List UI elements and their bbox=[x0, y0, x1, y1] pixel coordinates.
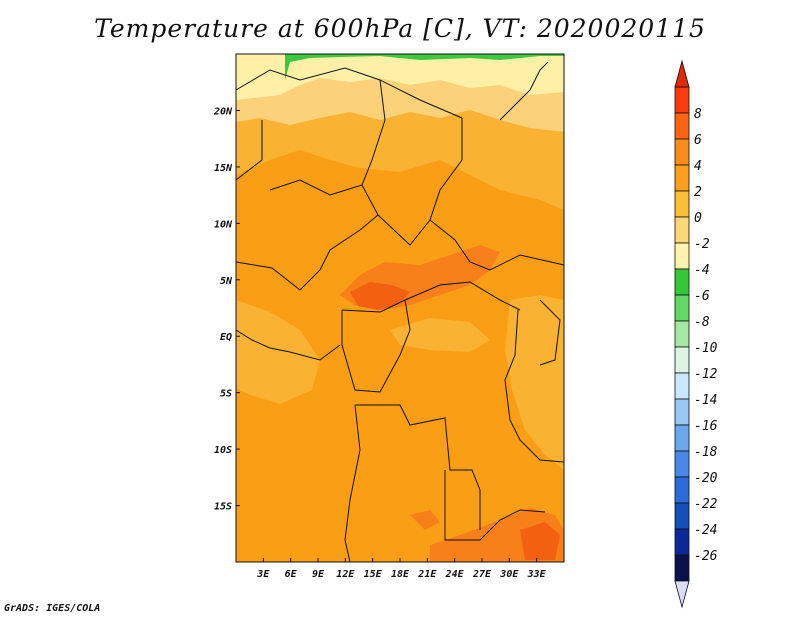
colorbar-label: 0 bbox=[694, 211, 702, 226]
lon-tick-label: 33E bbox=[527, 569, 547, 580]
colorbar-box bbox=[674, 450, 690, 478]
lat-tick-label: 10N bbox=[214, 219, 233, 230]
colorbar-box bbox=[674, 294, 690, 322]
temperature-fill-minus6-to-minus4 bbox=[285, 54, 564, 80]
border-line bbox=[504, 309, 565, 463]
border-line bbox=[429, 118, 565, 271]
colorbar-label: -6 bbox=[694, 289, 710, 304]
lat-tick-label: 15N bbox=[214, 163, 233, 174]
border-line bbox=[355, 404, 481, 530]
colorbar-box bbox=[674, 268, 690, 296]
colorbar-box bbox=[674, 164, 690, 192]
colorbar-box bbox=[674, 112, 690, 140]
colorbar-label: -26 bbox=[694, 549, 718, 564]
temperature-fill-0-to-2-east bbox=[505, 295, 564, 470]
border-line bbox=[344, 404, 361, 563]
colorbar-label: -22 bbox=[694, 497, 718, 512]
border-line bbox=[235, 67, 463, 119]
temperature-fill-6-to-8-south bbox=[520, 522, 560, 560]
longitude-labels: 3E 6E 9E 12E 15E 18E 21E 24E 27E 30E 33E bbox=[256, 569, 546, 580]
lon-tick-label: 12E bbox=[336, 569, 355, 580]
lon-tick-label: 27E bbox=[472, 569, 492, 580]
country-borders bbox=[235, 61, 565, 563]
border-line bbox=[235, 120, 263, 181]
colorbar-box bbox=[674, 372, 690, 400]
border-line bbox=[444, 470, 546, 541]
border-line bbox=[235, 214, 379, 291]
lat-tick-label: EQ bbox=[220, 332, 232, 343]
border-line bbox=[361, 79, 386, 216]
colorbar-box bbox=[674, 190, 690, 218]
colorbar-label: 8 bbox=[694, 107, 702, 122]
colorbar-box bbox=[674, 138, 690, 166]
lon-tick-label: 15E bbox=[364, 569, 383, 580]
border-line bbox=[377, 214, 431, 246]
colorbar-label: 4 bbox=[694, 159, 702, 174]
colorbar-label: -16 bbox=[694, 419, 718, 434]
chart-title: Temperature at 600hPa [C], VT: 202002011… bbox=[94, 14, 706, 43]
colorbar-label: -20 bbox=[694, 471, 718, 486]
colorbar-box bbox=[674, 424, 690, 452]
temperature-fill-4-to-6-spot bbox=[410, 510, 440, 530]
lat-tick-label: 20N bbox=[213, 106, 233, 117]
colorbar-label: -24 bbox=[694, 523, 717, 538]
colorbar-box bbox=[674, 86, 690, 114]
border-line bbox=[341, 299, 411, 393]
colorbar-label: -2 bbox=[694, 237, 710, 252]
latitude-labels: 20N 15N 10N 5N EQ 5S 10S 15S bbox=[213, 106, 233, 512]
colorbar-box bbox=[674, 216, 690, 244]
lon-tick-label: 21E bbox=[417, 569, 437, 580]
temperature-field bbox=[236, 54, 564, 562]
colorbar-boxes bbox=[674, 59, 690, 609]
border-line bbox=[235, 329, 341, 361]
border-line bbox=[341, 281, 521, 313]
lat-tick-label: 5N bbox=[220, 276, 233, 287]
colorbar-label: -18 bbox=[694, 445, 718, 460]
lon-tick-label: 24E bbox=[445, 569, 465, 580]
colorbar-label: -4 bbox=[694, 263, 710, 278]
colorbar-box bbox=[674, 346, 690, 374]
grads-credit: GrADS: IGES/COLA bbox=[4, 603, 101, 614]
colorbar-box bbox=[674, 528, 690, 556]
temperature-fill-minus4-to-minus2 bbox=[236, 54, 564, 100]
temperature-fill-0-to-2-west bbox=[236, 300, 320, 404]
colorbar-over-arrow bbox=[674, 59, 690, 88]
colorbar-label: -10 bbox=[694, 341, 718, 356]
colorbar-label: 2 bbox=[694, 185, 702, 200]
colorbar-box bbox=[674, 398, 690, 426]
border-line bbox=[539, 299, 561, 366]
lat-tick-label: 15S bbox=[214, 502, 232, 513]
colorbar-under-arrow bbox=[674, 580, 690, 609]
lon-tick-label: 9E bbox=[312, 569, 325, 580]
colorbar-box bbox=[674, 320, 690, 348]
colorbar-labels: 8 6 4 2 0 -2 -4 -6 -8 -10 -12 -14 -16 -18 -20 -22 -24 -26 bbox=[694, 107, 718, 564]
colorbar-label: 6 bbox=[694, 133, 702, 148]
colorbar-box bbox=[674, 554, 690, 582]
lon-tick-label: 18E bbox=[391, 569, 410, 580]
lat-tick-label: 5S bbox=[220, 389, 232, 400]
lon-tick-label: 30E bbox=[499, 569, 519, 580]
colorbar-label: -14 bbox=[694, 393, 717, 408]
colorbar-box bbox=[674, 502, 690, 530]
colorbar-box bbox=[674, 242, 690, 270]
axis-ticks bbox=[236, 109, 538, 562]
colorbar-label: -8 bbox=[694, 315, 710, 330]
temperature-fill-0-to-2-center bbox=[390, 318, 490, 352]
colorbar-label: -12 bbox=[694, 367, 718, 382]
border-line bbox=[499, 61, 549, 121]
lat-tick-label: 10S bbox=[214, 445, 232, 456]
lon-tick-label: 3E bbox=[256, 569, 270, 580]
colorbar-box bbox=[674, 476, 690, 504]
lon-tick-label: 6E bbox=[285, 569, 298, 580]
border-line bbox=[269, 179, 363, 196]
temperature-fill-6-to-8 bbox=[350, 282, 410, 310]
